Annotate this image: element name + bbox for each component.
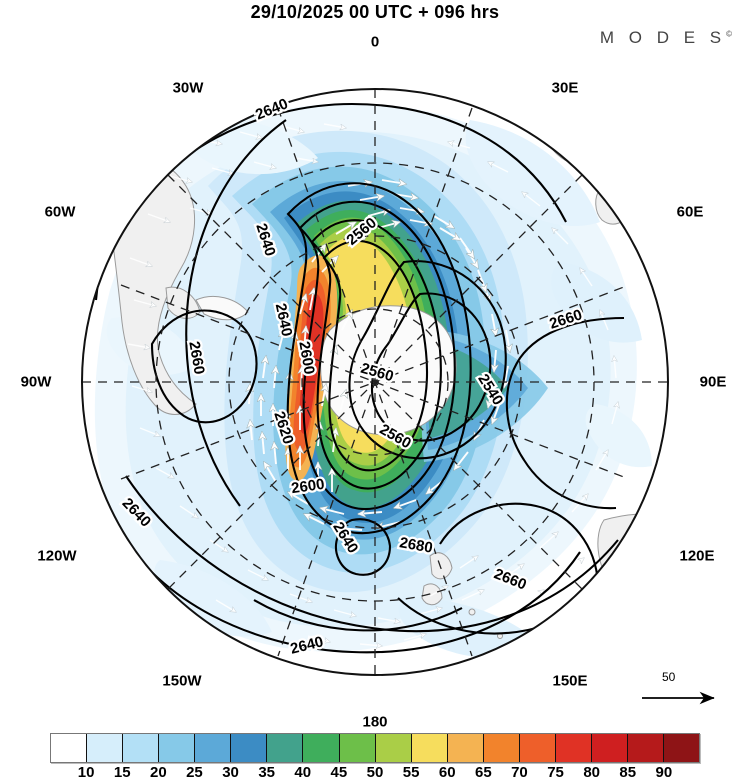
- longitude-label-120W: 120W: [37, 547, 77, 565]
- brand-text: M O D E S: [599, 28, 727, 47]
- colorbar-ticks: 10 15 20 25 30 35 40 45 50 55 60 65 70 75 80 85 90: [50, 764, 700, 782]
- colorbar-tick-30: 30: [222, 764, 239, 781]
- longitude-label-30W: 30W: [172, 79, 204, 97]
- colorbar-tick-10: 10: [77, 764, 95, 781]
- contour-label: 2600: [290, 476, 325, 497]
- colorbar-cell: [555, 734, 592, 762]
- colorbar-tick-50: 50: [366, 764, 384, 781]
- colorbar-cell: [628, 734, 665, 762]
- colorbar-cell: [664, 734, 700, 762]
- colorbar-cell: [411, 734, 448, 762]
- globe-outline: [81, 88, 669, 676]
- graticule: [82, 89, 668, 675]
- longitude-label-90W: 90W: [20, 373, 52, 391]
- colorbar-cell: [375, 734, 412, 762]
- colorbar-tick-90: 90: [655, 764, 673, 781]
- colorbar-tick-45: 45: [330, 764, 348, 781]
- colorbar-tick-60: 60: [438, 764, 456, 781]
- contour-label: 2660: [185, 340, 208, 376]
- colorbar-tick-85: 85: [619, 764, 637, 781]
- longitude-label-30E: 30E: [551, 79, 579, 97]
- colorbar-tick-35: 35: [258, 764, 275, 781]
- contour-label: 2680: [398, 534, 434, 557]
- colorbar-tick-65: 65: [474, 764, 492, 781]
- colorbar-cell: [447, 734, 484, 762]
- colorbar-tick-25: 25: [186, 764, 203, 781]
- longitude-label-150E: 150E: [552, 672, 588, 690]
- longitude-label-60E: 60E: [676, 203, 704, 221]
- contour-label: 2640: [272, 302, 296, 338]
- longitude-label-120E: 120E: [679, 547, 715, 565]
- colorbar-cell: [519, 734, 556, 762]
- colorbar-cell: [483, 734, 520, 762]
- polar-map[interactable]: 2640 2640 2640 2640 2640 2640 2560 2560 2560 2560…: [0, 0, 750, 731]
- wind-scale-key: 50: [640, 670, 732, 712]
- copyright-icon: ©: [726, 29, 732, 39]
- colorbar-cell: [87, 734, 124, 762]
- colorbar-cell: [51, 734, 88, 762]
- longitude-label-90E: 90E: [699, 373, 727, 391]
- map-canvas: 2640264026402640264026402560256025602560…: [81, 88, 669, 676]
- colorbar[interactable]: [50, 733, 700, 763]
- colorbar-tick-80: 80: [583, 764, 600, 781]
- colorbar-cell: [231, 734, 268, 762]
- colorbar-tick-75: 75: [547, 764, 564, 781]
- map-contents: [82, 89, 668, 675]
- colorbar-cell: [303, 734, 340, 762]
- colorbar-cell: [123, 734, 160, 762]
- colorbar-tick-55: 55: [402, 764, 420, 781]
- colorbar-cell: [267, 734, 304, 762]
- colorbar-cell: [159, 734, 196, 762]
- colorbar-tick-40: 40: [294, 764, 312, 781]
- colorbar-tick-70: 70: [511, 764, 528, 781]
- brand-logo: M O D E S©: [600, 28, 732, 48]
- page-title: 29/10/2025 00 UTC + 096 hrs: [250, 2, 500, 22]
- longitude-label-150W: 150W: [162, 672, 202, 690]
- wind-scale-label: 50: [662, 670, 676, 684]
- longitude-label-60W: 60W: [44, 203, 76, 221]
- colorbar-cell: [195, 734, 232, 762]
- colorbar-cell: [591, 734, 628, 762]
- longitude-label-180: 180: [362, 713, 388, 731]
- colorbar-cell: [339, 734, 376, 762]
- longitude-label-0: 0: [370, 33, 380, 51]
- colorbar-tick-15: 15: [113, 764, 131, 781]
- wind-scale-arrow: [642, 691, 715, 705]
- contour-label: 2600: [295, 340, 318, 376]
- colorbar-tick-20: 20: [149, 764, 167, 781]
